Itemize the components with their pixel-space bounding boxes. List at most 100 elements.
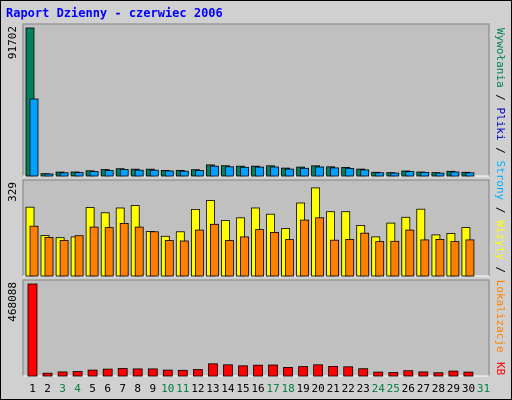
bar-middle-lokalizacje-5 [89,226,99,277]
legend-item-8: Lokalizacje [494,280,507,353]
bar-top-pliki-3 [59,172,69,177]
bar-top-pliki-10 [164,170,174,177]
bar-bottom-kb-11 [177,369,188,377]
bar-top-pliki-29 [450,171,460,177]
legend-item-4: Strony [494,160,507,200]
bar-middle-lokalizacje-4 [74,235,84,277]
x-tick-label-7: 7 [119,382,126,395]
bar-bottom-kb-6 [102,368,113,377]
x-tick-label-13: 13 [206,382,219,395]
x-tick-label-26: 26 [402,382,415,395]
x-tick-label-8: 8 [134,382,141,395]
x-tick-label-5: 5 [89,382,96,395]
x-tick-label-15: 15 [236,382,249,395]
bar-top-pliki-27 [420,171,430,177]
bar-middle-lokalizacje-1 [29,225,39,277]
bar-top-pliki-30 [465,172,475,177]
legend-kb: KB [494,362,507,376]
bar-bottom-kb-1 [27,283,38,377]
legend-item-0: Wywołania [494,28,507,88]
x-tick-label-24: 24 [372,382,386,395]
x-tick-label-6: 6 [104,382,111,395]
bar-bottom-kb-5 [87,369,98,377]
x-tick-label-28: 28 [432,382,445,395]
bar-top-pliki-23 [360,169,370,177]
bar-bottom-kb-13 [207,363,218,377]
bar-top-pliki-17 [270,166,279,177]
x-tick-label-22: 22 [342,382,355,395]
x-tick-label-23: 23 [357,382,370,395]
bar-middle-lokalizacje-19 [300,219,310,277]
bar-bottom-kb-2 [42,372,53,377]
bar-bottom-kb-23 [358,368,369,377]
bar-bottom-kb-9 [147,368,158,377]
bar-middle-lokalizacje-10 [164,240,174,277]
x-tick-label-14: 14 [221,382,235,395]
bar-middle-lokalizacje-16 [255,229,264,277]
x-tick-label-18: 18 [281,382,294,395]
bar-middle-lokalizacje-22 [345,238,355,277]
bar-top-pliki-28 [435,172,445,177]
bar-top-pliki-24 [375,172,385,177]
bar-top-pliki-1 [29,98,39,177]
max-label-bottom: 468088 [6,282,19,322]
bar-middle-lokalizacje-18 [285,239,294,277]
bar-middle-lokalizacje-7 [119,222,129,277]
bar-bottom-kb-14 [222,364,233,377]
bar-top-pliki-18 [285,168,294,177]
x-tick-label-12: 12 [191,382,204,395]
x-tick-label-19: 19 [296,382,309,395]
x-tick-label-29: 29 [447,382,460,395]
bar-middle-lokalizacje-25 [390,240,400,277]
bar-bottom-kb-29 [448,370,459,377]
bar-top-pliki-4 [74,172,84,177]
bar-middle-lokalizacje-3 [59,240,69,277]
bar-bottom-kb-28 [433,372,444,377]
bar-top-pliki-5 [89,171,99,177]
bar-bottom-kb-8 [132,368,143,377]
bar-bottom-kb-7 [117,368,128,377]
bar-top-pliki-15 [240,166,249,177]
bar-middle-lokalizacje-6 [104,227,114,277]
bar-top-pliki-9 [149,169,159,177]
bar-bottom-kb-10 [162,369,173,377]
bar-middle-lokalizacje-12 [194,229,204,277]
bar-bottom-kb-18 [283,366,293,377]
bar-middle-lokalizacje-13 [209,223,219,277]
bar-bottom-kb-27 [418,371,429,377]
x-tick-label-16: 16 [251,382,264,395]
bar-middle-lokalizacje-9 [149,231,159,277]
bar-top-pliki-26 [405,171,415,177]
bar-top-pliki-2 [44,173,54,177]
bar-top-pliki-16 [255,166,264,177]
bar-top-pliki-13 [209,165,219,177]
x-tick-label-11: 11 [176,382,189,395]
bar-top-pliki-20 [315,166,325,177]
bar-middle-lokalizacje-11 [179,240,189,277]
bar-top-pliki-14 [224,166,234,177]
bar-top-pliki-11 [179,170,189,177]
bar-bottom-kb-21 [328,365,339,377]
bar-middle-lokalizacje-26 [405,229,415,277]
bar-middle-lokalizacje-30 [465,239,475,277]
bar-middle-lokalizacje-28 [435,238,445,277]
bar-top-pliki-19 [300,167,310,177]
legend-item-2: Pliki [494,107,507,140]
x-tick-label-10: 10 [161,382,174,395]
legend-item-1: / [494,88,507,108]
bar-middle-lokalizacje-29 [450,241,460,277]
bar-top-pliki-7 [119,169,129,177]
x-tick-label-31: 31 [477,382,490,395]
max-label-top: 91702 [6,26,19,59]
bar-top-pliki-8 [134,169,144,177]
bar-middle-lokalizacje-23 [360,232,370,277]
bar-bottom-kb-24 [373,371,384,377]
bar-middle-lokalizacje-27 [420,239,430,277]
bar-bottom-kb-20 [313,364,324,377]
x-tick-label-2: 2 [44,382,51,395]
x-tick-label-21: 21 [327,382,340,395]
bar-bottom-kb-4 [72,371,83,377]
x-tick-label-27: 27 [417,382,430,395]
legend-item-3: / [494,141,507,161]
